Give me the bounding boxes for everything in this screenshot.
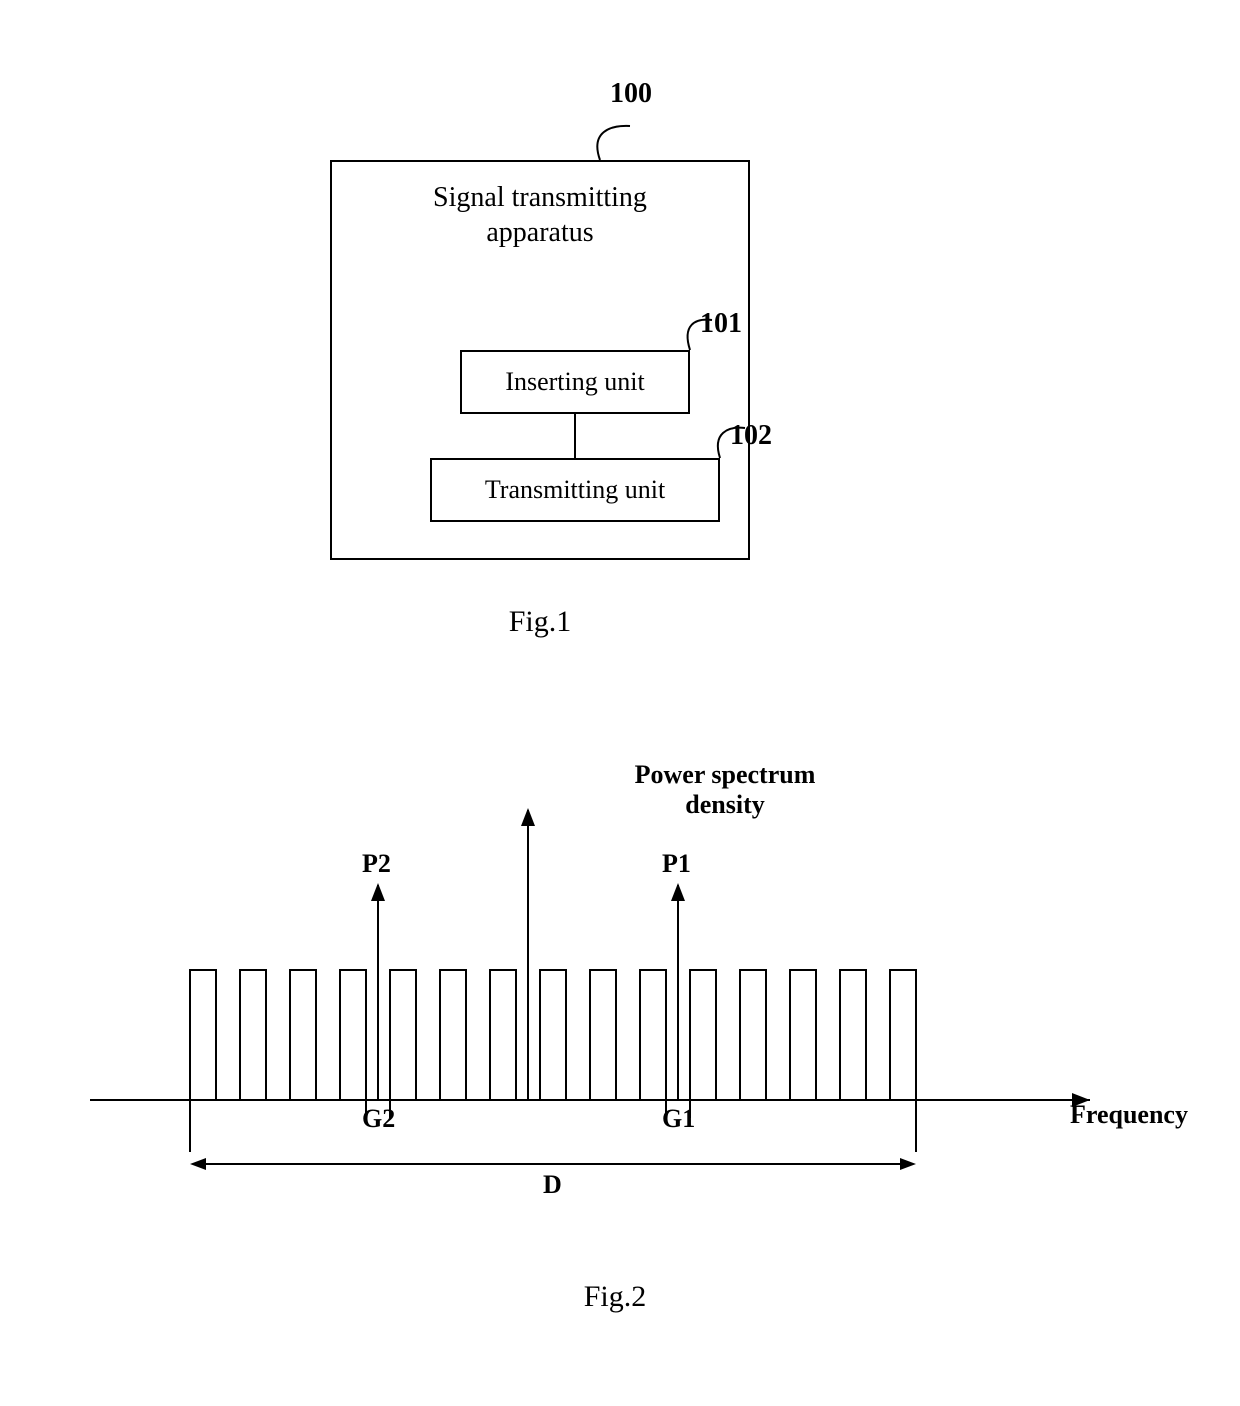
inserting-unit-box: Inserting unit [460,350,690,414]
x-axis-label: Frequency [1070,1100,1188,1130]
y-axis-label-line1: Power spectrum [635,760,816,789]
page: Signal transmitting apparatus Inserting … [0,0,1240,1406]
signal-apparatus-title-line2: apparatus [486,217,593,248]
fig1-connector [574,414,576,458]
figure-2: Power spectrum density Frequency P2 P1 G… [90,760,1140,1260]
ref-102: 102 [730,420,772,452]
y-axis-label: Power spectrum density [595,760,855,820]
y-axis-label-line2: density [685,790,764,819]
p2-label: P2 [362,849,391,879]
inserting-unit-label: Inserting unit [505,367,644,397]
fig1-caption: Fig.1 [330,605,750,639]
figure-1: Signal transmitting apparatus Inserting … [330,120,750,560]
signal-apparatus-title-line1: Signal transmitting [433,182,647,213]
g2-label: G2 [362,1104,395,1134]
p1-label: P1 [662,849,691,879]
signal-apparatus-title: Signal transmitting apparatus [332,180,748,250]
d-label: D [543,1170,562,1200]
g1-label: G1 [662,1104,695,1134]
ref-100: 100 [610,78,652,110]
transmitting-unit-box: Transmitting unit [430,458,720,522]
ref-101: 101 [700,308,742,340]
transmitting-unit-label: Transmitting unit [485,475,665,505]
fig2-caption: Fig.2 [90,1280,1140,1314]
fig2-svg [90,760,1140,1260]
